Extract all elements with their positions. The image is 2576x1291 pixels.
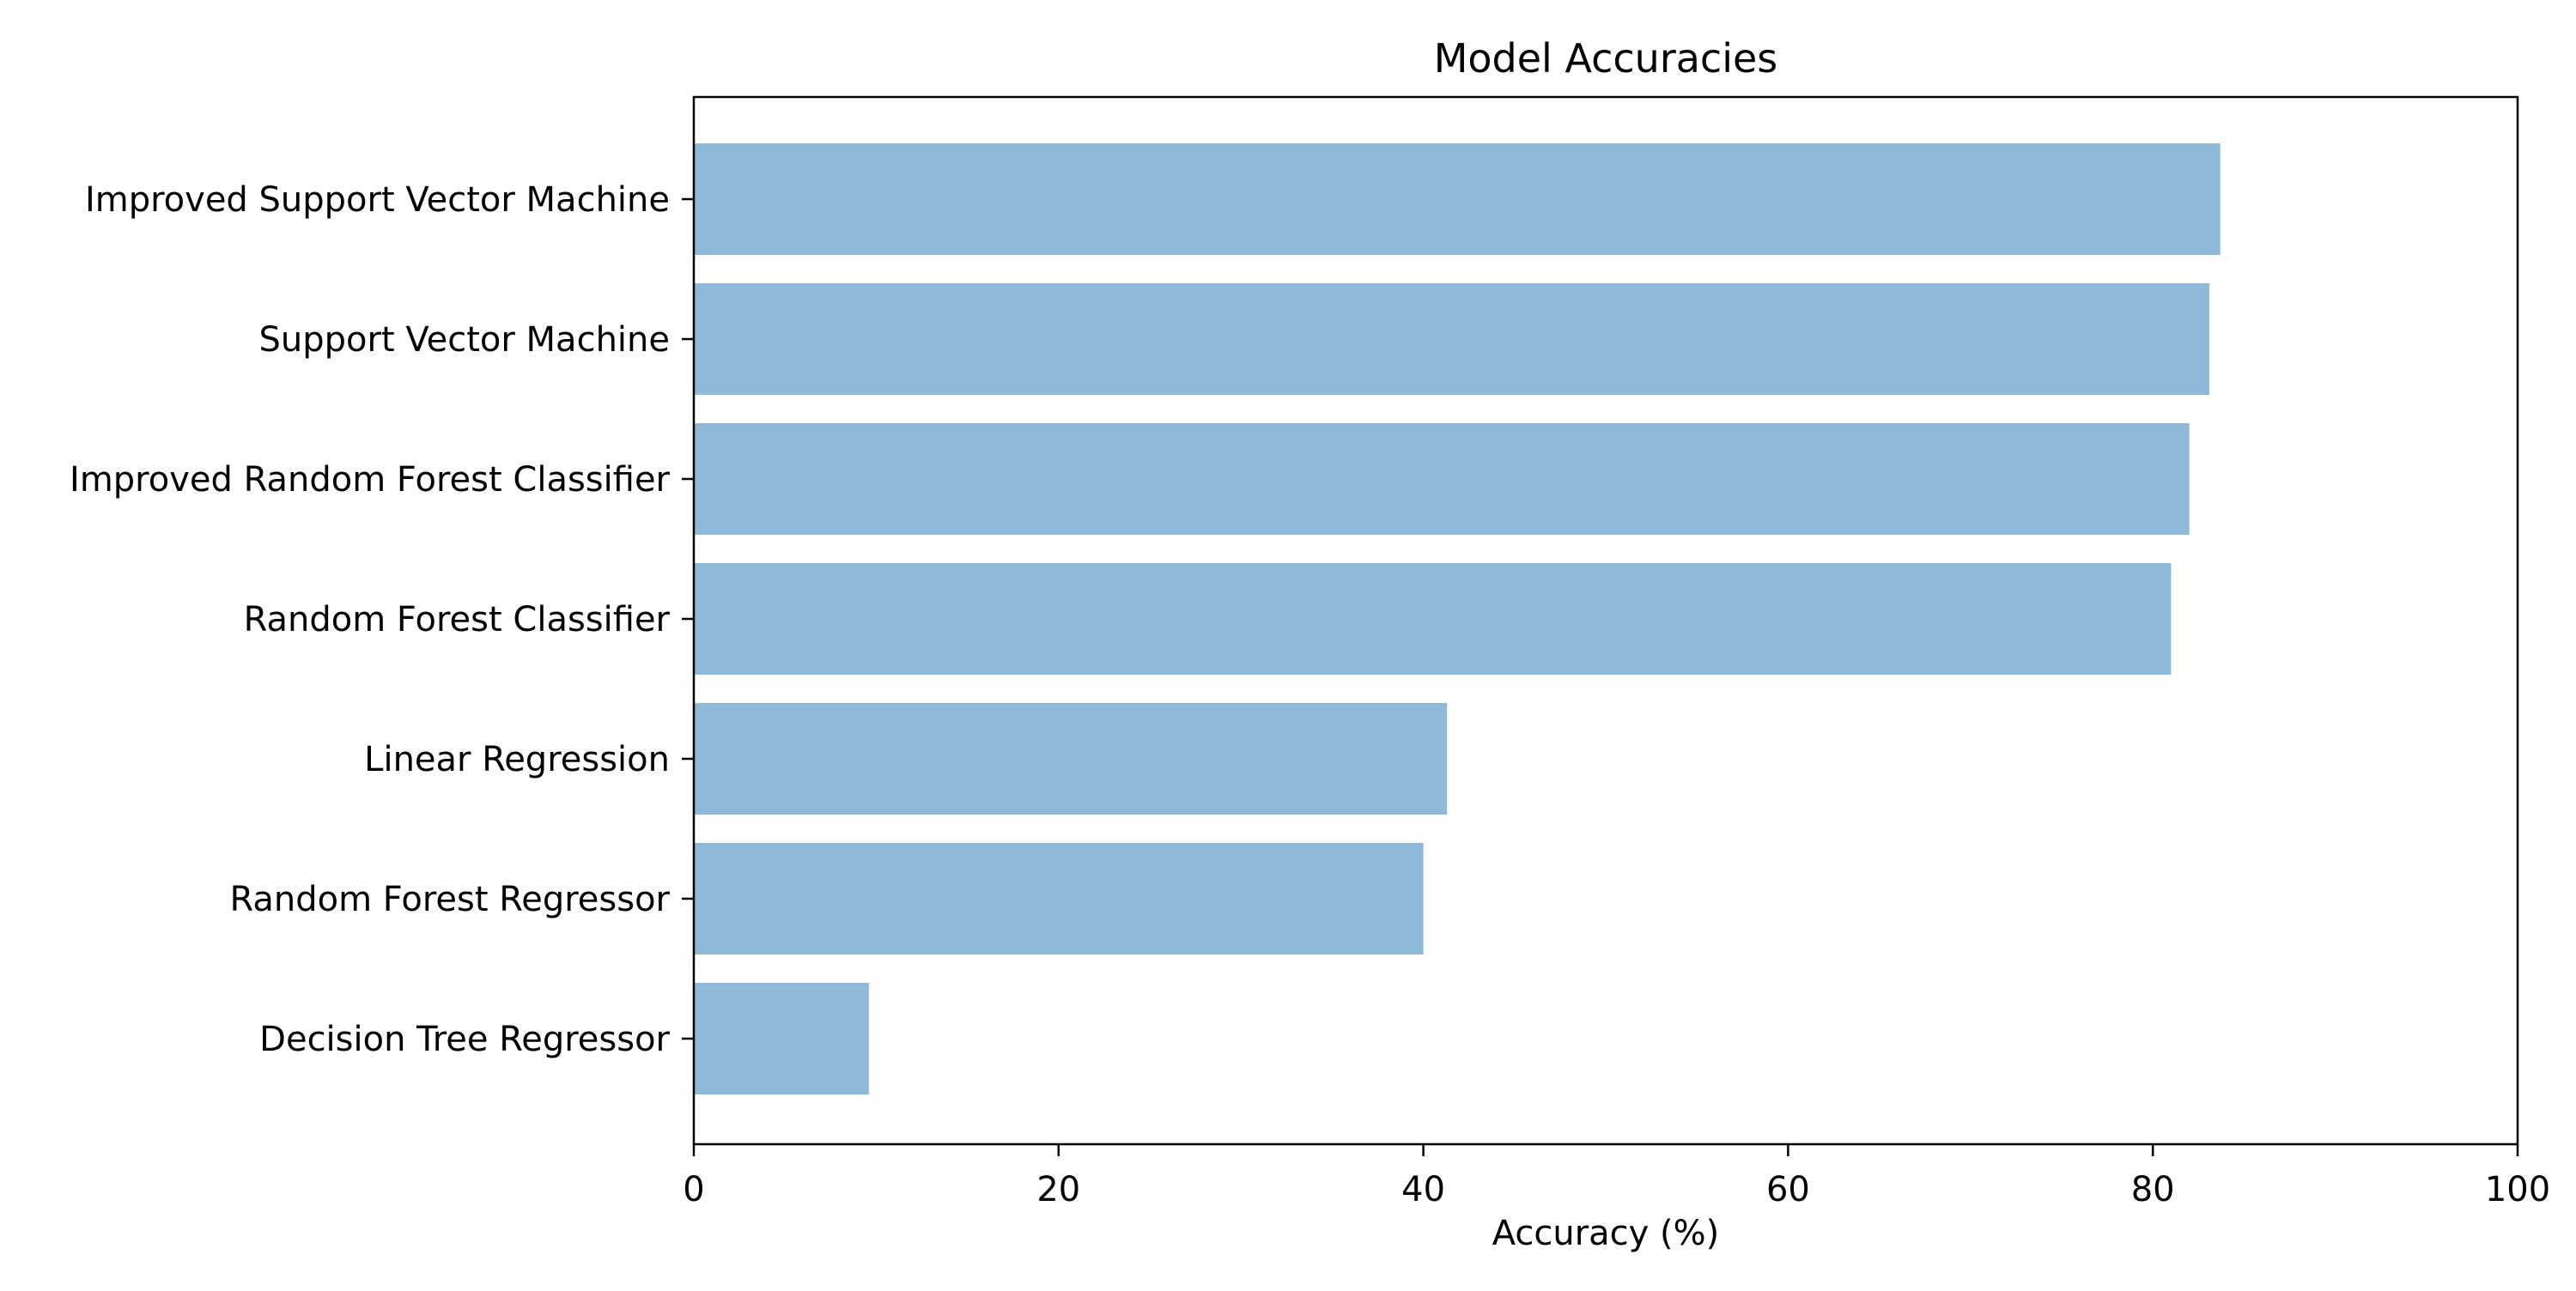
x-tick-label: 100 <box>2485 1170 2550 1209</box>
y-tick-label: Random Forest Regressor <box>229 880 670 919</box>
y-tick-label: Improved Support Vector Machine <box>85 180 670 220</box>
y-tick-label: Support Vector Machine <box>259 320 670 360</box>
plot-frame <box>692 95 2519 1146</box>
y-tick-label: Random Forest Classifier <box>244 600 671 639</box>
x-tick-label: 0 <box>683 1170 704 1209</box>
y-tick-label: Decision Tree Regressor <box>259 1020 670 1059</box>
bar <box>694 283 2210 395</box>
y-tick-label: Linear Regression <box>364 740 670 779</box>
x-tick-label: 40 <box>1401 1170 1445 1209</box>
chart-title: Model Accuracies <box>1434 35 1778 82</box>
y-axis: Improved Support Vector Machine Support V… <box>70 180 694 1059</box>
bar <box>694 843 1424 955</box>
bar <box>694 983 869 1094</box>
x-axis-label: Accuracy (%) <box>1492 1214 1720 1253</box>
y-tick-label: Improved Random Forest Classifier <box>70 460 671 500</box>
bars-layer <box>694 143 2221 1094</box>
x-tick-label: 20 <box>1036 1170 1080 1209</box>
x-axis: 0 20 40 60 80 100 <box>683 1144 2550 1209</box>
bar <box>694 143 2221 255</box>
bar <box>694 423 2190 535</box>
x-tick-label: 80 <box>2131 1170 2175 1209</box>
bar <box>694 703 1448 815</box>
x-tick-label: 60 <box>1766 1170 1810 1209</box>
bar <box>694 563 2172 675</box>
